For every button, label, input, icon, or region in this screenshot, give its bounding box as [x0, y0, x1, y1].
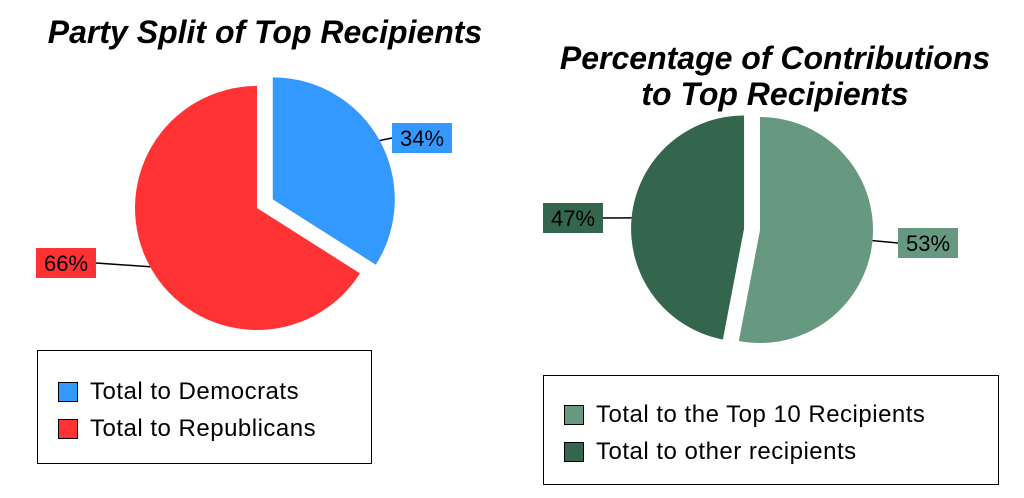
legend-item-top10: Total to the Top 10 Recipients	[564, 396, 998, 433]
chart-title-party-split: Party Split of Top Recipients	[47, 14, 483, 50]
data-label-box-total-to-the-top-10-recipients	[898, 228, 958, 258]
legend-item-republicans: Total to Republicans	[58, 410, 371, 447]
legend-contribution-percentage: Total to the Top 10 Recipients Total to …	[543, 375, 999, 485]
data-label-box-total-to-other-recipients	[543, 203, 603, 233]
legend-label-other-recipients: Total to other recipients	[596, 437, 857, 465]
label-connector-total-to-democrats	[379, 137, 393, 142]
chart-title-line-1: Percentage of Contributions	[559, 40, 991, 76]
pie-slice-total-to-the-top-10-recipients	[738, 117, 873, 344]
legend-swatch-top10	[564, 404, 584, 425]
chart-title-line-2: to Top Recipients	[641, 76, 909, 112]
legend-swatch-other-recipients	[564, 441, 584, 462]
legend-item-democrats: Total to Democrats	[58, 373, 371, 410]
legend-label-top10: Total to the Top 10 Recipients	[596, 400, 926, 428]
pie-slice-total-to-republicans	[135, 85, 361, 330]
data-label-total-to-the-top-10-recipients: 53%	[906, 231, 950, 256]
pie-slice-total-to-other-recipients	[631, 115, 745, 340]
data-label-total-to-republicans: 66%	[44, 251, 88, 276]
legend-swatch-republicans	[58, 418, 78, 439]
data-label-box-total-to-democrats	[392, 123, 452, 153]
legend-label-democrats: Total to Democrats	[90, 377, 300, 405]
legend-party-split: Total to Democrats Total to Republicans	[37, 350, 372, 464]
data-label-box-total-to-republicans	[36, 248, 96, 278]
label-connector-total-to-republicans	[95, 262, 151, 268]
chart-title-contribution-percentage: Percentage of Contributions to Top Recip…	[535, 40, 1015, 112]
data-label-total-to-other-recipients: 47%	[551, 206, 595, 231]
label-connector-total-to-the-top-10-recipients	[872, 239, 899, 244]
legend-item-other-recipients: Total to other recipients	[564, 433, 998, 470]
legend-label-republicans: Total to Republicans	[90, 414, 317, 442]
pie-slice-total-to-democrats	[272, 77, 395, 265]
data-label-total-to-democrats: 34%	[400, 126, 444, 151]
legend-swatch-democrats	[58, 381, 78, 402]
